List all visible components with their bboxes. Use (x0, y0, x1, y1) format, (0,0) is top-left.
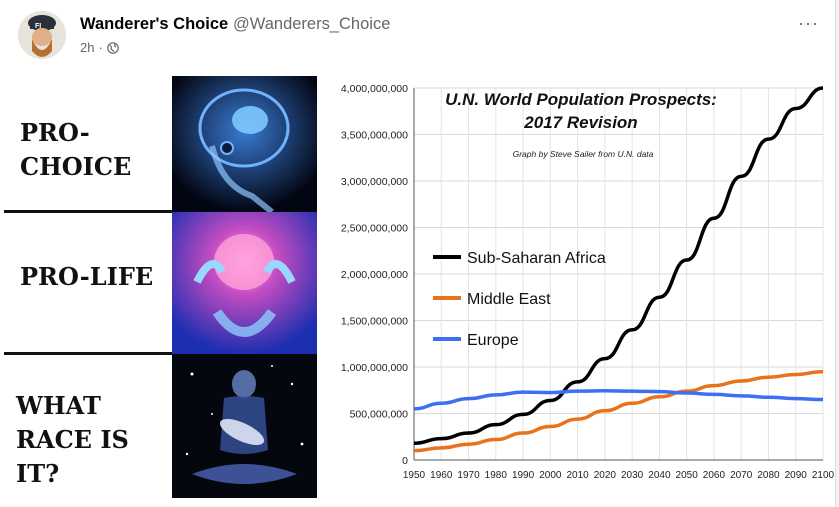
avatar[interactable]: FI (18, 11, 66, 59)
x-tick-label: 2100 (812, 470, 834, 481)
legend-label: Europe (467, 332, 519, 349)
post-meta: 2h · (80, 40, 119, 55)
chart-title: U.N. World Population Prospects: (445, 90, 717, 109)
x-tick-label: 2060 (703, 470, 726, 481)
y-tick-label: 1,000,000,000 (341, 362, 408, 374)
brain-image-3 (172, 354, 317, 498)
x-tick-label: 2030 (621, 470, 644, 481)
panel-text-2: PRO-LIFE (20, 260, 188, 294)
y-tick-label: 500,000,000 (350, 409, 409, 421)
panel-divider (4, 210, 172, 213)
brain-image-1 (172, 76, 317, 212)
y-tick-label: 1,500,000,000 (341, 316, 408, 328)
x-tick-label: 2070 (730, 470, 753, 481)
author-name[interactable]: Wanderer's Choice (80, 15, 229, 33)
chart-svg: 0 500,000,000 1,000,000,000 1,500,000,000 2,… (341, 83, 834, 481)
panel-divider (4, 352, 172, 355)
panel-text-3: WHAT RACE IS IT? (16, 389, 156, 491)
x-tick-label: 1970 (457, 470, 480, 481)
y-tick-label: 4,000,000,000 (341, 83, 408, 95)
x-tick-label: 1980 (485, 470, 508, 481)
x-tick-label: 1990 (512, 470, 535, 481)
y-tick-label: 3,000,000,000 (341, 176, 408, 188)
chart-subtitle: Graph by Steve Sailer from U.N. data (513, 149, 654, 159)
post-image[interactable]: PRO-CHOICE PRO-LIFE WHAT RACE IS IT? (4, 76, 834, 498)
series-line-europe (413, 388, 824, 411)
x-tick-label: 2000 (539, 470, 562, 481)
y-tick-label: 2,500,000,000 (341, 223, 408, 235)
population-chart: 0 500,000,000 1,000,000,000 1,500,000,000 2,… (321, 76, 834, 498)
legend-label: Middle East (467, 291, 551, 308)
series-line-middle-east (413, 369, 824, 453)
y-tick-label: 3,500,000,000 (341, 130, 408, 142)
brain-image-2 (172, 212, 317, 354)
panel-text-1: PRO-CHOICE (20, 116, 188, 184)
x-tick-label: 1960 (430, 470, 453, 481)
x-tick-label: 2090 (785, 470, 808, 481)
y-tick-label: 0 (402, 455, 408, 467)
globe-icon (107, 41, 119, 54)
series-line-sub-saharan-africa (413, 86, 824, 446)
x-tick-label: 2020 (594, 470, 617, 481)
x-tick-label: 2010 (566, 470, 589, 481)
author-handle[interactable]: @Wanderers_Choice (233, 15, 391, 33)
legend-label: Sub-Saharan Africa (467, 250, 606, 267)
x-tick-label: 2040 (648, 470, 671, 481)
x-tick-label: 2080 (757, 470, 780, 481)
x-tick-label: 1950 (403, 470, 426, 481)
x-tick-label: 2050 (676, 470, 699, 481)
timestamp[interactable]: 2h (80, 40, 95, 55)
y-tick-label: 2,000,000,000 (341, 269, 408, 281)
chart-title: 2017 Revision (523, 113, 637, 132)
more-options-button[interactable]: ··· (798, 13, 819, 33)
svg-text:FI: FI (35, 23, 41, 30)
